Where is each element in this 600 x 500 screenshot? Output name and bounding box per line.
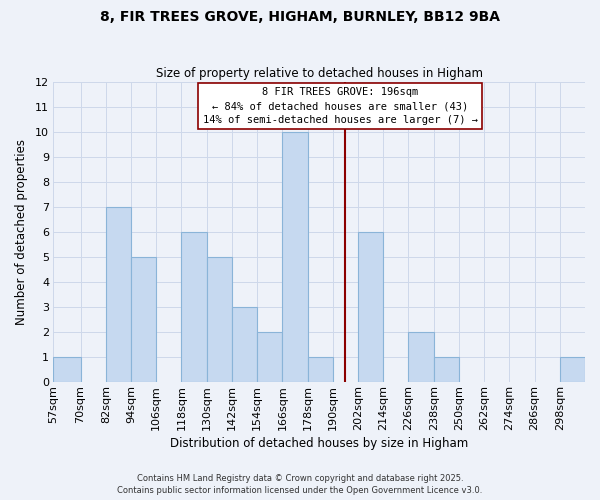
Bar (53, 357, 80, 382)
Text: 8 FIR TREES GROVE: 196sqm
← 84% of detached houses are smaller (43)
14% of semi-: 8 FIR TREES GROVE: 196sqm ← 84% of detac… (203, 87, 478, 125)
Y-axis label: Number of detached properties: Number of detached properties (15, 139, 28, 325)
Title: Size of property relative to detached houses in Higham: Size of property relative to detached ho… (155, 66, 482, 80)
Text: 8, FIR TREES GROVE, HIGHAM, BURNLEY, BB12 9BA: 8, FIR TREES GROVE, HIGHAM, BURNLEY, BB1… (100, 10, 500, 24)
X-axis label: Distribution of detached houses by size in Higham: Distribution of detached houses by size … (170, 437, 468, 450)
Bar (106, 207, 131, 382)
Bar (434, 357, 459, 382)
Bar (409, 332, 434, 382)
Bar (181, 232, 206, 382)
Bar (257, 332, 283, 382)
Bar (206, 257, 232, 382)
Text: Contains HM Land Registry data © Crown copyright and database right 2025.
Contai: Contains HM Land Registry data © Crown c… (118, 474, 482, 495)
Bar (283, 132, 308, 382)
Bar (232, 307, 257, 382)
Bar (131, 257, 156, 382)
Bar (560, 357, 585, 382)
Bar (358, 232, 383, 382)
Bar (308, 357, 333, 382)
